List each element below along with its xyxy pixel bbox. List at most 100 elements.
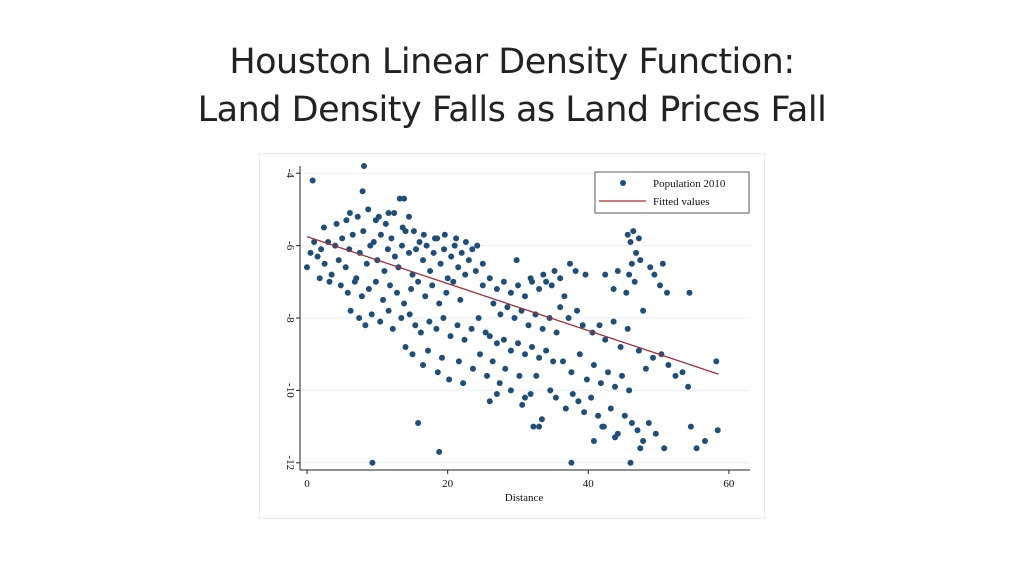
gridlines xyxy=(300,172,750,464)
data-point xyxy=(522,351,528,358)
data-point xyxy=(472,268,479,274)
data-point xyxy=(493,391,500,397)
data-point xyxy=(410,228,417,235)
data-point xyxy=(457,296,464,303)
data-point xyxy=(406,311,413,318)
data-point xyxy=(496,380,503,387)
data-point xyxy=(650,354,656,361)
data-point xyxy=(394,289,400,296)
data-point xyxy=(515,282,521,289)
data-point xyxy=(416,239,423,245)
data-point xyxy=(406,213,412,220)
data-point xyxy=(391,253,398,260)
data-point xyxy=(522,394,528,401)
data-point xyxy=(560,358,566,365)
data-point xyxy=(387,282,393,289)
data-point xyxy=(369,459,376,466)
data-point xyxy=(624,231,631,238)
data-point xyxy=(553,329,560,336)
data-point xyxy=(497,311,504,318)
data-point xyxy=(527,275,534,282)
data-point xyxy=(547,387,554,394)
data-point xyxy=(590,362,597,368)
data-point xyxy=(401,195,408,202)
data-point xyxy=(412,322,419,329)
data-point xyxy=(540,271,547,278)
data-point xyxy=(551,268,558,274)
data-point xyxy=(627,239,634,245)
data-point xyxy=(651,271,658,278)
data-point xyxy=(640,307,647,314)
data-point xyxy=(462,239,469,245)
data-point xyxy=(633,249,640,256)
data-point xyxy=(500,278,507,285)
data-point xyxy=(468,325,475,332)
data-point xyxy=(550,358,557,365)
data-point xyxy=(415,278,422,285)
data-point xyxy=(610,286,617,292)
data-point xyxy=(446,376,453,383)
data-point xyxy=(455,264,462,271)
data-point xyxy=(430,249,437,256)
data-point xyxy=(432,235,438,242)
legend-marker-population xyxy=(620,180,626,186)
data-point xyxy=(552,394,559,401)
data-point xyxy=(548,282,555,289)
fitted-values-line xyxy=(306,235,719,375)
data-point xyxy=(575,398,582,405)
data-point xyxy=(439,354,445,361)
data-point xyxy=(436,300,443,307)
data-point xyxy=(365,206,372,213)
data-point xyxy=(637,257,644,264)
data-point xyxy=(391,210,398,216)
data-point xyxy=(441,231,448,238)
data-point xyxy=(433,325,440,332)
data-point xyxy=(328,271,335,278)
data-point xyxy=(525,322,532,329)
data-point xyxy=(504,304,511,311)
data-point xyxy=(316,275,323,282)
data-point xyxy=(513,257,520,264)
data-point xyxy=(465,257,472,264)
data-point xyxy=(356,315,363,321)
data-point xyxy=(365,286,372,292)
data-point xyxy=(567,260,573,267)
data-point xyxy=(455,358,462,365)
data-point xyxy=(406,249,412,256)
slide-title-line-1: Houston Linear Density Function: xyxy=(229,42,795,82)
data-point xyxy=(314,253,321,260)
data-point xyxy=(370,239,377,245)
data-point xyxy=(342,264,349,271)
data-point xyxy=(659,260,666,267)
data-point xyxy=(420,362,426,368)
y-tick-label: -12 xyxy=(284,455,296,470)
data-point xyxy=(470,365,476,372)
data-point xyxy=(607,405,614,412)
data-point xyxy=(557,304,564,311)
data-point xyxy=(561,293,568,300)
data-point xyxy=(377,231,384,238)
data-point xyxy=(635,235,642,242)
data-point xyxy=(359,188,366,195)
data-point xyxy=(533,372,540,379)
data-point xyxy=(482,329,489,336)
data-point xyxy=(581,409,588,416)
data-point xyxy=(640,438,647,444)
data-point xyxy=(385,210,392,216)
data-point xyxy=(311,239,318,245)
data-point xyxy=(634,427,641,434)
data-point xyxy=(522,293,528,300)
axes: -4 -6 -8 -10 -12 0 20 40 60 xyxy=(284,166,750,490)
data-point xyxy=(543,347,550,354)
fitted-line xyxy=(306,235,719,375)
data-point xyxy=(448,253,455,260)
data-point xyxy=(372,278,379,285)
data-point xyxy=(343,217,350,224)
data-point xyxy=(596,322,603,329)
data-point xyxy=(420,257,426,264)
data-point xyxy=(380,296,386,303)
data-point xyxy=(486,275,493,282)
data-point xyxy=(617,344,624,350)
data-point xyxy=(557,275,564,282)
data-point xyxy=(536,286,543,292)
